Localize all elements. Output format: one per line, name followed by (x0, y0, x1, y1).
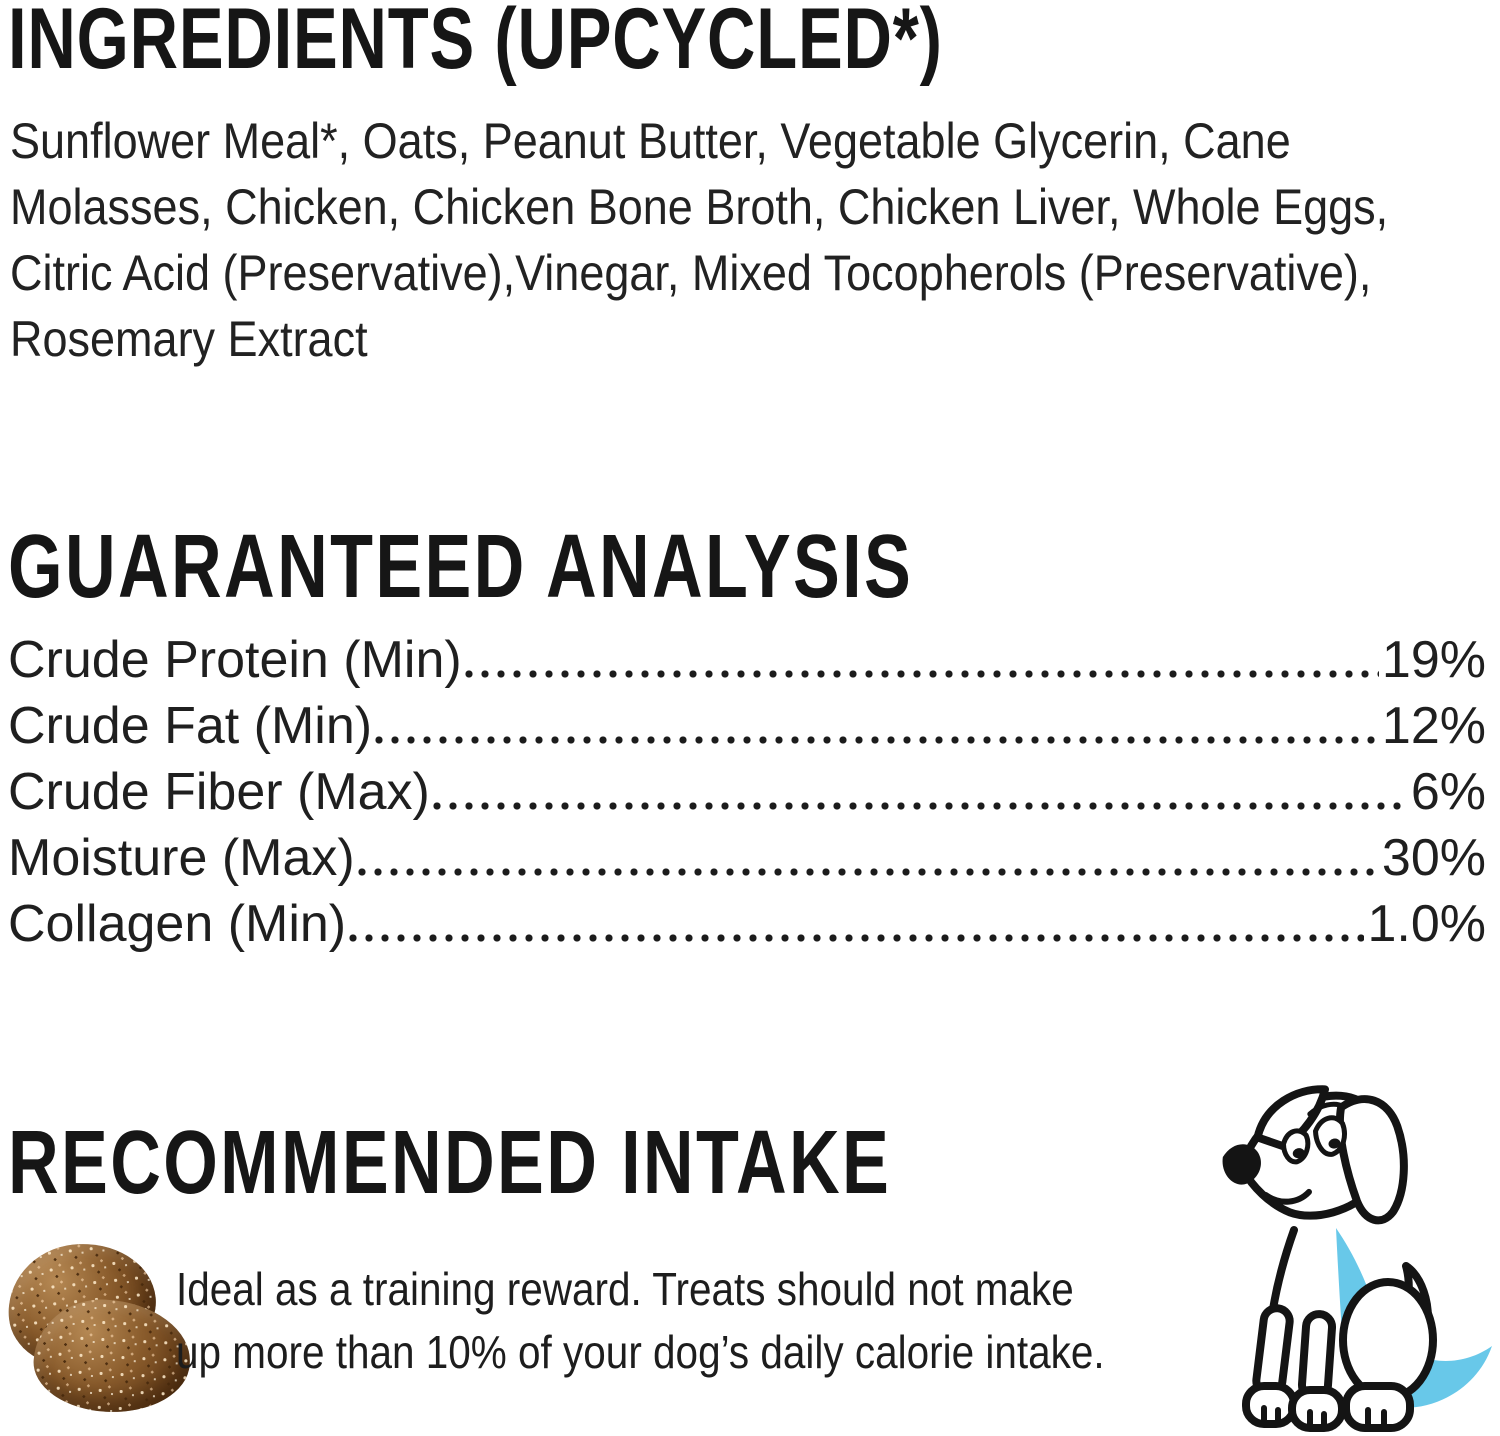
intake-line: Ideal as a training reward. Treats shoul… (176, 1263, 1074, 1315)
ingredients-line: Citric Acid (Preservative),Vinegar, Mixe… (10, 245, 1372, 301)
dotted-leader (464, 670, 1379, 678)
dog-with-cape-illustration (1196, 1080, 1496, 1436)
analysis-label: Crude Protein (Min) (8, 631, 462, 689)
dotted-leader (349, 934, 1365, 942)
guaranteed-analysis-table: Crude Protein (Min) 19% Crude Fat (Min) … (8, 624, 1486, 954)
dotted-leader (432, 802, 1408, 810)
analysis-value: 1.0% (1367, 895, 1486, 953)
analysis-row: Moisture (Max) 30% (8, 822, 1486, 888)
analysis-value: 19% (1381, 631, 1486, 689)
recommended-intake-heading: RECOMMENDED INTAKE (8, 1113, 892, 1213)
analysis-row: Crude Fat (Min) 12% (8, 690, 1486, 756)
guaranteed-analysis-heading: GUARANTEED ANALYSIS (8, 517, 914, 617)
dotted-leader (375, 736, 1379, 744)
analysis-label: Moisture (Max) (8, 829, 355, 887)
dog-icon (1222, 1085, 1492, 1432)
intake-line: up more than 10% of your dog’s daily cal… (176, 1326, 1105, 1378)
analysis-label: Crude Fat (Min) (8, 697, 373, 755)
analysis-value: 6% (1410, 763, 1486, 821)
ingredients-line: Sunflower Meal*, Oats, Peanut Butter, Ve… (10, 113, 1291, 169)
analysis-row: Collagen (Min) 1.0% (8, 888, 1486, 954)
analysis-label: Crude Fiber (Max) (8, 763, 430, 821)
ingredients-paragraph: Sunflower Meal*, Oats, Peanut Butter, Ve… (10, 108, 1500, 372)
ingredients-line: Molasses, Chicken, Chicken Bone Broth, C… (10, 179, 1389, 235)
analysis-row: Crude Fiber (Max) 6% (8, 756, 1486, 822)
ingredients-line: Rosemary Extract (10, 311, 368, 367)
analysis-row: Crude Protein (Min) 19% (8, 624, 1486, 690)
intake-paragraph: Ideal as a training reward. Treats shoul… (176, 1258, 1231, 1384)
analysis-value: 30% (1381, 829, 1486, 887)
ingredients-heading: INGREDIENTS (UPCYCLED*) (8, 0, 943, 87)
dotted-leader (357, 868, 1379, 876)
analysis-label: Collagen (Min) (8, 895, 347, 953)
dog-treats-photo (0, 1236, 193, 1417)
analysis-value: 12% (1381, 697, 1486, 755)
